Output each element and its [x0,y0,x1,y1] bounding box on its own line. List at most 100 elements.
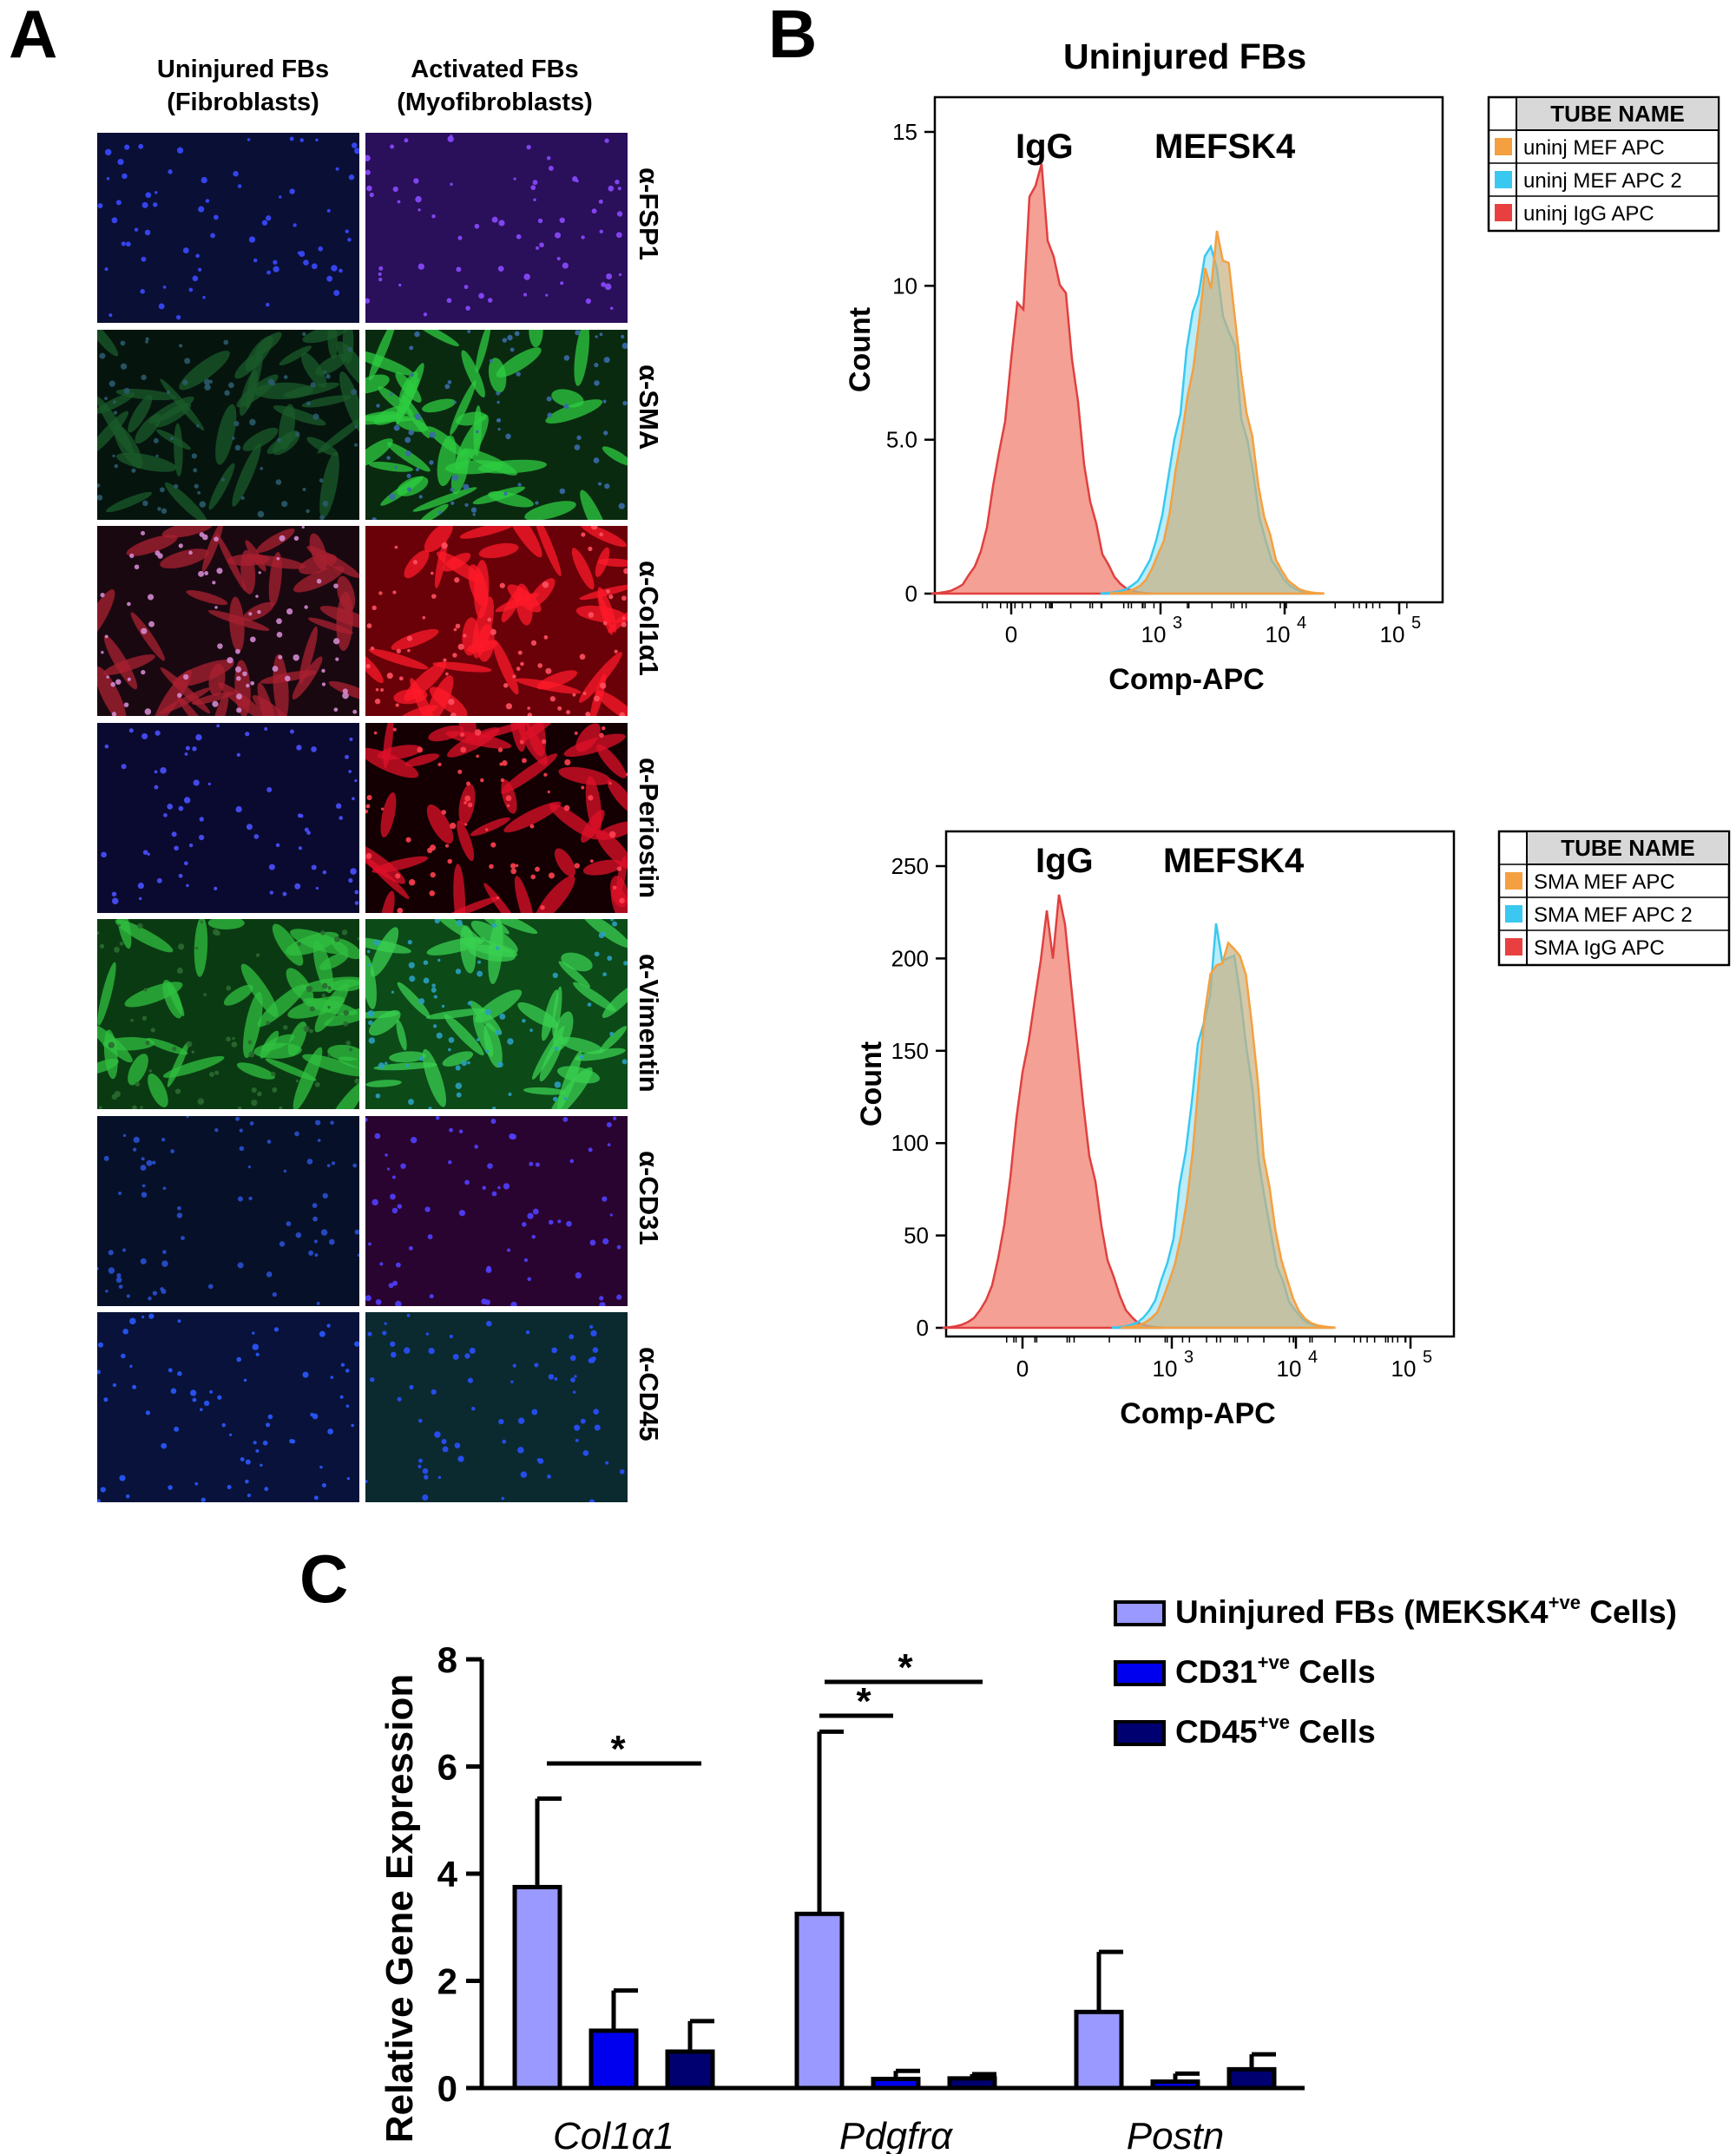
panel-b-letter: B [768,0,818,72]
bar [1226,2066,1277,2091]
legend-entry: uninj MEF APC 2 [1523,169,1682,193]
x-tick-label: 0 [1016,1356,1029,1382]
column-header-activated-line1: Activated FBs [411,56,579,83]
x-tick-label: 10 [1380,621,1405,647]
micrograph-uninjured [97,526,359,716]
bar [947,2076,997,2091]
column-header-uninjured-line2: (Fibroblasts) [167,88,319,116]
x-tick-label: 10 [1141,621,1167,647]
x-tick-exponent: 5 [1423,1348,1432,1367]
igg-label: IgG [1016,128,1074,166]
legend-entry: Uninjured FBs (MEKSK4+ve Cells) [1175,1592,1677,1630]
y-tick-label: 5.0 [886,427,917,453]
column-header-uninjured-line1: Uninjured FBs [156,56,330,83]
y-tick-label: 4 [437,1854,458,1895]
bar [589,2028,639,2091]
legend-swatch [1505,938,1522,956]
micrograph-uninjured [97,919,359,1109]
legend-swatch [1505,872,1522,890]
mefsk4-label: MEFSK4 [1154,128,1296,166]
x-tick-label: 10 [1153,1356,1178,1382]
plot-frame [944,830,1456,1338]
y-tick-label: 6 [437,1747,457,1788]
x-tick-exponent: 3 [1184,1348,1194,1367]
bar [1074,2009,1124,2091]
bar [512,1884,562,2091]
micrograph-activated [365,722,628,913]
bar-chart: 0 2 4 6 8 Relative Gene Expression Col1α1 Pdgfr… [378,1592,1677,2154]
column-header-activated: Activated FBs (Myofibroblasts) [356,54,634,119]
flow-plot-1: 0 5.0 10 15 0 10 3 10 4 10 5 IgG MEFSK4 Count Comp-APC [844,95,1444,696]
y-tick-label: 8 [437,1639,457,1680]
histogram-igg [942,894,1164,1330]
legend-entry: CD45+ve Cells [1175,1711,1376,1750]
x-tick-exponent: 3 [1173,614,1182,633]
legend-swatch [1495,171,1512,188]
micrograph-uninjured [97,722,359,913]
significance-star: * [856,1680,871,1723]
bar [665,2049,715,2091]
legend-entry: SMA MEF APC [1534,870,1675,894]
micrograph-uninjured [97,329,359,520]
y-tick-label: 10 [892,273,917,299]
legend-swatch [1495,138,1512,155]
x-tick-label: 10 [1391,1356,1417,1382]
histogram-mef [1121,941,1336,1330]
micrograph-activated [365,1312,628,1502]
y-axis-title: Relative Gene Expression [378,1674,421,2143]
category-label: Col1α1 [553,2115,674,2154]
legend-entry: CD31+ve Cells [1175,1652,1376,1690]
y-tick-label: 200 [891,945,929,971]
tube-legend: TUBE NAME uninj MEF APC uninj MEF APC 2 uni… [1487,95,1720,233]
column-header-uninjured: Uninjured FBs (Fibroblasts) [104,54,382,119]
histogram-igg [930,163,1153,595]
legend-swatch [1114,1720,1166,1746]
column-header-activated-line2: (Myofibroblasts) [397,88,593,116]
micrograph-uninjured [97,1115,359,1306]
igg-label: IgG [1036,842,1094,880]
flow-plot-2: 0 50 100 150 200 250 0 10 3 10 4 10 5 IgG MEFSK4 Count C… [855,830,1456,1430]
significance-star: * [610,1728,626,1770]
histogram-mef [1109,230,1325,595]
category-label: Postn [1127,2115,1225,2154]
legend-swatch [1114,1660,1166,1686]
mefsk4-label: MEFSK4 [1163,842,1305,880]
panel-c-letter: C [299,1540,349,1617]
legend-header: TUBE NAME [1561,835,1695,861]
legend-swatch [1114,1600,1166,1626]
micrograph-uninjured [97,1312,359,1502]
x-tick-exponent: 5 [1411,614,1421,633]
panel-a-letter: A [9,0,58,72]
x-tick-exponent: 4 [1308,1348,1318,1367]
y-axis-title: Count [855,1041,888,1126]
legend-entry: uninj IgG APC [1523,202,1654,226]
category-label: Pdgfrα [839,2115,954,2154]
legend-entry: SMA IgG APC [1534,936,1665,960]
micrograph-activated [365,133,628,323]
x-axis-title: Comp-APC [1108,663,1264,696]
x-tick-exponent: 4 [1297,614,1306,633]
y-tick-label: 0 [437,2068,457,2109]
x-tick-label: 10 [1266,621,1291,647]
panel-b-title: Uninjured FBs [1063,36,1307,76]
y-tick-label: 2 [437,1961,457,2002]
micrograph-activated [365,329,628,520]
legend-header: TUBE NAME [1550,101,1685,127]
y-tick-label: 0 [917,1315,929,1341]
legend-header-bg [1526,831,1730,865]
micrograph-activated [365,919,628,1109]
micrograph-activated [365,526,628,716]
bar [871,2077,921,2091]
legend-swatch [1505,905,1522,923]
legend-entry: SMA MEF APC 2 [1534,903,1693,927]
y-tick-label: 15 [892,119,917,145]
y-tick-label: 150 [891,1038,929,1064]
y-tick-label: 50 [904,1223,929,1249]
y-axis-title: Count [844,307,877,392]
legend-swatch [1495,204,1512,221]
y-tick-label: 250 [891,853,929,879]
y-tick-label: 0 [905,581,917,607]
y-tick-label: 100 [891,1130,929,1156]
legend-entry: uninj MEF APC [1523,136,1665,160]
